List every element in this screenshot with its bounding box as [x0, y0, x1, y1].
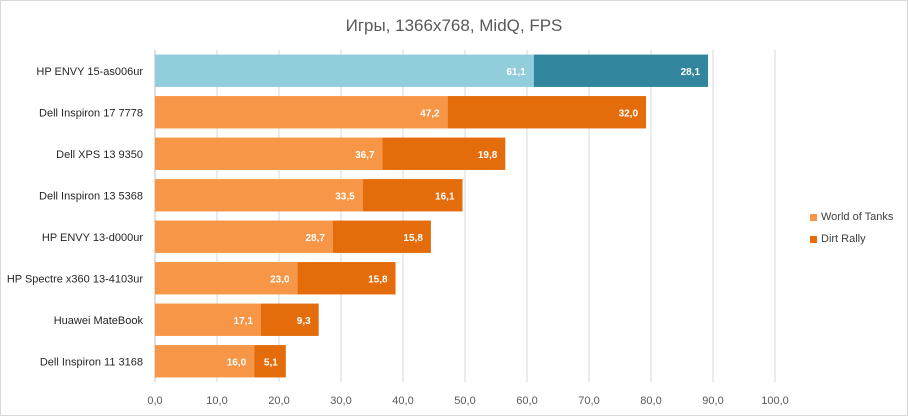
bar-world-of-tanks — [155, 220, 333, 253]
bar-dirt-rally — [382, 137, 506, 170]
x-tick-label: 50,0 — [454, 395, 475, 407]
category-label: Dell XPS 13 9350 — [56, 149, 143, 161]
x-tick-label: 0,0 — [147, 395, 162, 407]
category-label: Huawei MateBook — [54, 315, 144, 327]
data-label-dirt-rally: 19,8 — [478, 150, 498, 161]
category-label: Dell Inspiron 11 3168 — [40, 356, 143, 368]
category-label: Dell Inspiron 17 7778 — [39, 107, 143, 119]
bar-world-of-tanks — [155, 137, 383, 170]
legend-item-dirt-rally: Dirt Rally — [810, 228, 893, 250]
x-tick-label: 60,0 — [516, 395, 537, 407]
legend-swatch-dirt-rally — [810, 235, 817, 243]
data-label-dirt-rally: 5,1 — [264, 357, 278, 368]
bar-dirt-rally — [261, 303, 319, 336]
chart-title: Игры, 1366x768, MidQ, FPS — [345, 16, 563, 35]
data-label-world-of-tanks: 28,7 — [305, 233, 325, 244]
legend-swatch-world-of-tanks — [810, 213, 817, 221]
bar-world-of-tanks — [155, 345, 255, 378]
data-label-dirt-rally: 32,0 — [619, 108, 639, 119]
bar-dirt-rally — [254, 345, 286, 378]
legend-label-world-of-tanks: World of Tanks — [821, 211, 894, 223]
legend-label-dirt-rally: Dirt Rally — [821, 233, 866, 245]
data-label-world-of-tanks: 17,1 — [234, 316, 254, 327]
category-label: HP ENVY 15-as006ur — [36, 66, 143, 78]
x-tick-label: 80,0 — [640, 395, 661, 407]
data-label-dirt-rally: 16,1 — [435, 191, 455, 202]
x-tick-label: 90,0 — [702, 395, 723, 407]
bar-world-of-tanks — [155, 262, 298, 295]
category-label: HP ENVY 13-d000ur — [42, 232, 143, 244]
bar-dirt-rally — [332, 220, 431, 253]
data-label-world-of-tanks: 16,0 — [227, 357, 247, 368]
category-label: Dell Inspiron 13 5368 — [39, 190, 143, 202]
x-tick-label: 20,0 — [268, 395, 289, 407]
data-label-dirt-rally: 28,1 — [681, 67, 701, 78]
data-label-dirt-rally: 9,3 — [297, 316, 311, 327]
data-label-world-of-tanks: 61,1 — [506, 67, 526, 78]
data-label-world-of-tanks: 47,2 — [420, 108, 440, 119]
data-label-world-of-tanks: 36,7 — [355, 150, 375, 161]
bar-world-of-tanks — [155, 179, 363, 212]
bar-dirt-rally — [297, 262, 396, 295]
bar-world-of-tanks — [155, 54, 534, 87]
x-tick-label: 70,0 — [578, 395, 599, 407]
data-label-world-of-tanks: 33,5 — [335, 191, 355, 202]
bar-world-of-tanks — [155, 96, 448, 129]
data-label-dirt-rally: 15,8 — [403, 233, 423, 244]
bar-dirt-rally — [362, 179, 463, 212]
x-tick-label: 10,0 — [206, 395, 227, 407]
x-tick-label: 40,0 — [392, 395, 413, 407]
legend-item-world-of-tanks: World of Tanks — [810, 206, 893, 228]
bar-world-of-tanks — [155, 303, 262, 336]
data-label-dirt-rally: 15,8 — [368, 274, 388, 285]
x-tick-label: 30,0 — [330, 395, 351, 407]
bar-dirt-rally — [447, 96, 647, 129]
data-label-world-of-tanks: 23,0 — [270, 274, 290, 285]
category-label: HP Spectre x360 13-4103ur — [7, 273, 143, 285]
bar-dirt-rally — [533, 54, 709, 87]
x-tick-label: 100,0 — [761, 395, 789, 407]
chart-legend: World of Tanks Dirt Rally — [810, 206, 893, 250]
